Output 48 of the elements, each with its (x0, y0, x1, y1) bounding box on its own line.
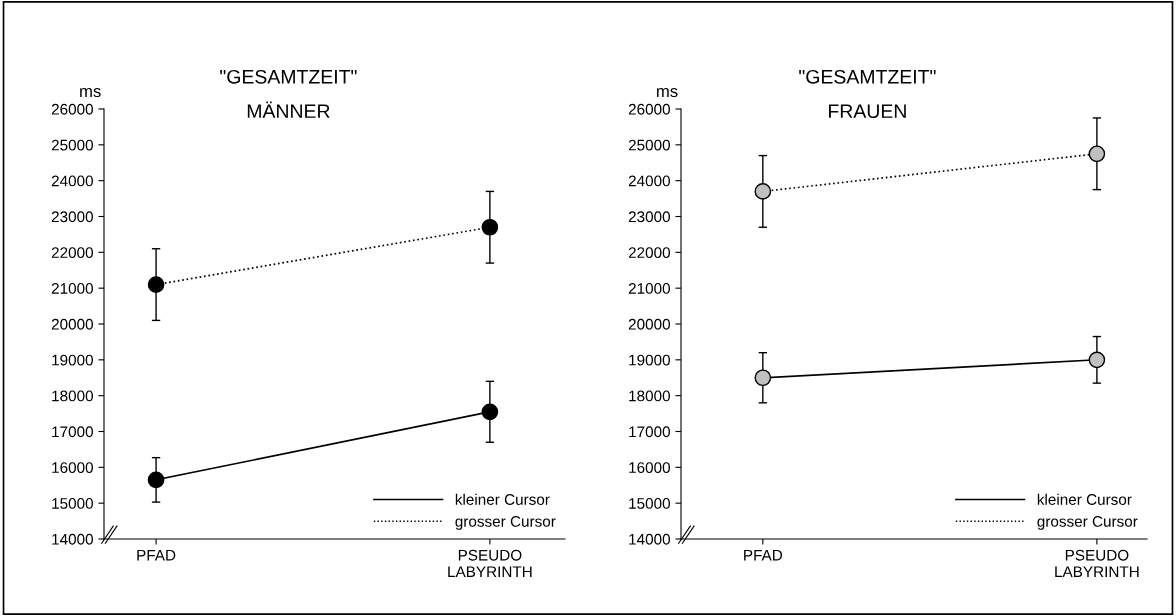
y-axis-title: ms (657, 87, 678, 98)
x-tick-label: PFAD (137, 549, 176, 561)
y-tick-label: 20000 (51, 318, 93, 330)
y-tick-label: 19000 (52, 354, 93, 366)
x-tick-label: PSEUDO LABYRINTH (1055, 549, 1139, 577)
y-tick-label: 14000 (52, 533, 93, 545)
y-tick-label: 16000 (629, 462, 670, 474)
x-tick-label: PSEUDO LABYRINTH (448, 549, 532, 577)
y-tick-label: 23000 (51, 211, 93, 223)
point (1088, 351, 1106, 369)
y-tick-label: 24000 (51, 175, 93, 187)
legend-label: grosser Cursor (455, 516, 556, 530)
chart-subtitle: FRAUEN (829, 104, 906, 119)
chart-subtitle: MÄNNER (247, 101, 330, 118)
y-tick-label: 15000 (629, 498, 670, 509)
point (147, 276, 165, 293)
y-tick-label: 25000 (628, 139, 670, 151)
point (481, 403, 499, 421)
point (754, 369, 772, 387)
chart-title: "GESAMTZEIT" (799, 69, 936, 84)
y-tick-label: 22000 (628, 247, 670, 259)
y-tick-label: 26000 (628, 103, 670, 115)
legend-label: kleiner Cursor (455, 493, 550, 505)
y-tick-label: 20000 (628, 318, 670, 330)
point (481, 218, 499, 236)
chart-title: "GESAMTZEIT" (220, 69, 357, 84)
point (147, 471, 165, 489)
y-tick-label: 16000 (52, 462, 93, 474)
y-tick-label: 18000 (629, 390, 670, 402)
y-tick-label: 17000 (52, 426, 93, 438)
y-tick-label: 14000 (629, 533, 670, 545)
y-axis-title: ms (80, 87, 101, 98)
legend-label: grosser Cursor (1037, 516, 1138, 530)
y-tick-label: 24000 (628, 175, 670, 187)
y-tick-label: 25000 (51, 139, 93, 151)
y-tick-label: 17000 (629, 426, 670, 438)
y-tick-label: 21000 (51, 283, 93, 294)
y-tick-label: 18000 (52, 390, 93, 402)
legend-label: kleiner Cursor (1037, 493, 1132, 505)
point (754, 183, 772, 200)
y-tick-label: 22000 (51, 247, 93, 259)
y-tick-label: 26000 (51, 103, 93, 115)
x-tick-label: PFAD (744, 549, 783, 561)
point (1088, 145, 1106, 163)
y-tick-label: 15000 (52, 498, 93, 509)
y-tick-label: 23000 (628, 211, 670, 223)
y-tick-label: 19000 (629, 354, 670, 366)
y-tick-label: 21000 (628, 283, 670, 294)
